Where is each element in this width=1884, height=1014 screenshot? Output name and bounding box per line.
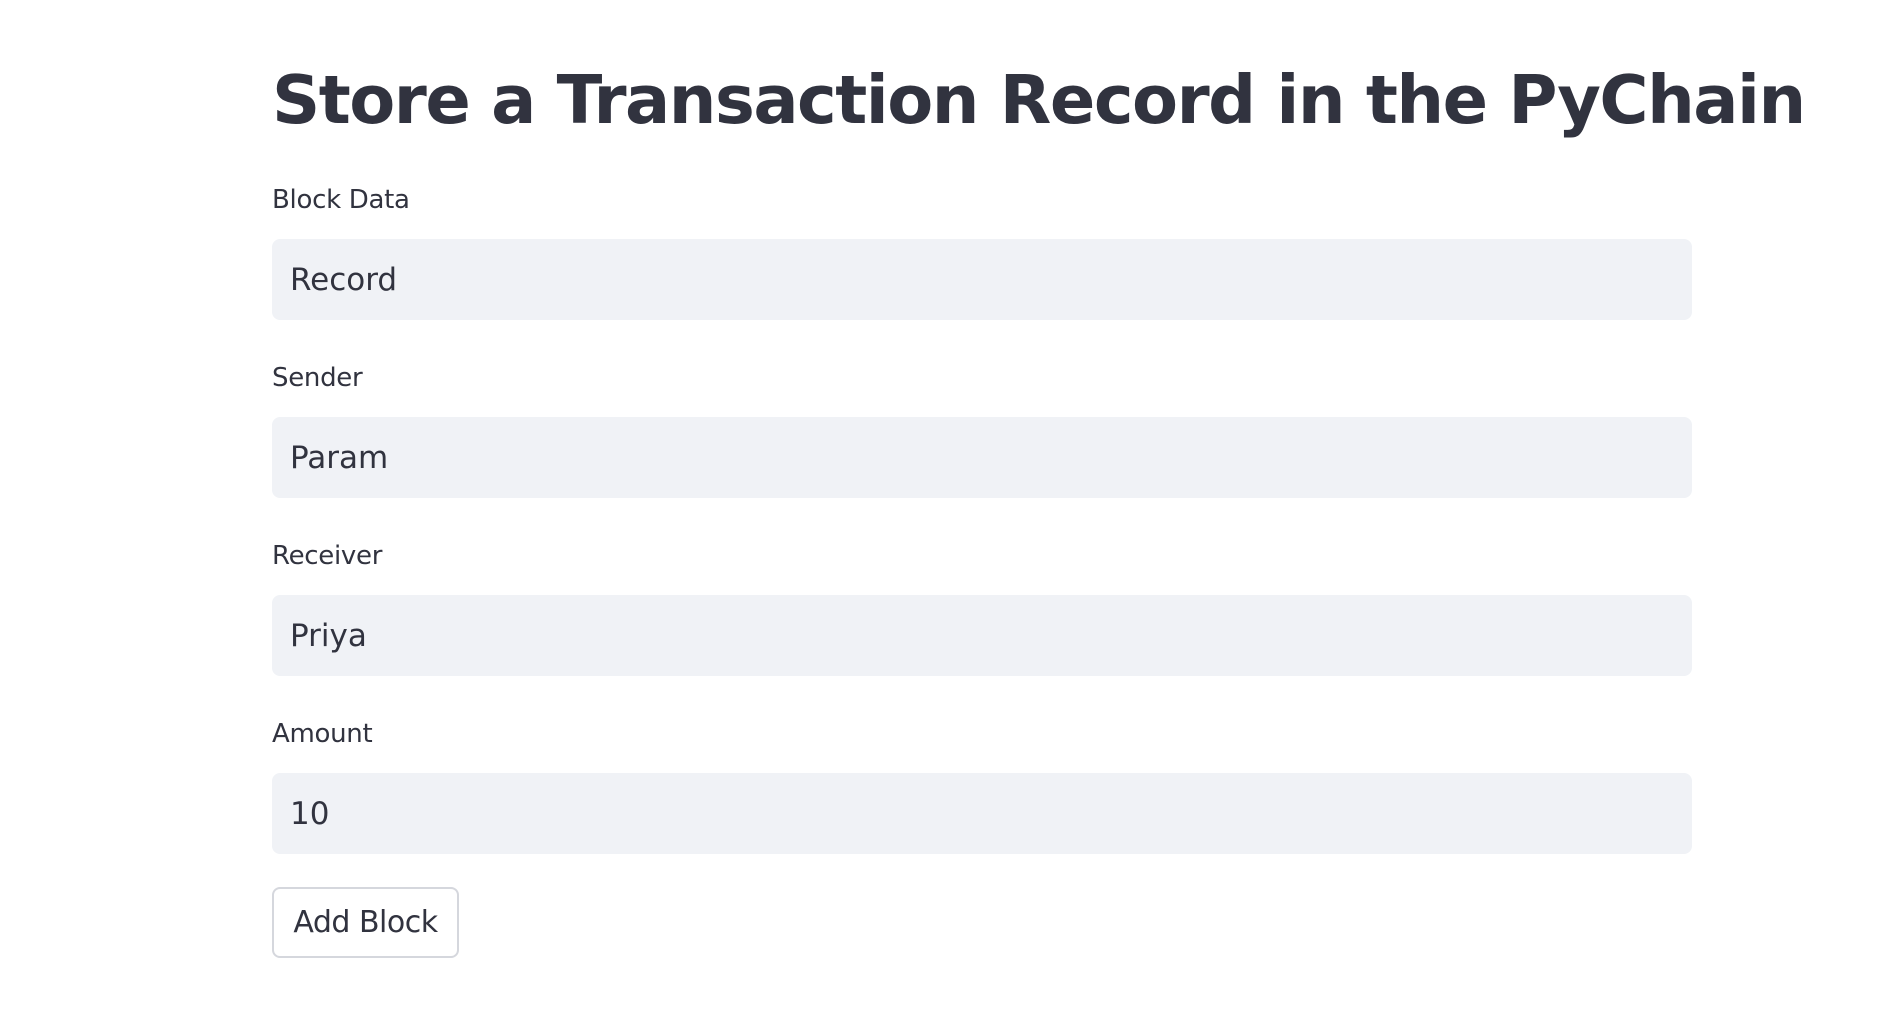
- amount-label: Amount: [272, 719, 373, 749]
- add-block-button[interactable]: Add Block: [272, 887, 459, 958]
- sender-field: Sender: [272, 361, 1692, 498]
- receiver-field: Receiver: [272, 539, 1692, 676]
- amount-field: Amount: [272, 717, 1692, 854]
- receiver-input[interactable]: [272, 595, 1692, 676]
- amount-input[interactable]: [272, 773, 1692, 854]
- sender-label: Sender: [272, 363, 363, 393]
- receiver-label: Receiver: [272, 541, 383, 571]
- receiver-input-box[interactable]: [272, 595, 1692, 676]
- block-data-label: Block Data: [272, 185, 410, 215]
- block-data-input-box[interactable]: [272, 239, 1692, 320]
- amount-input-box[interactable]: [272, 773, 1692, 854]
- sender-input[interactable]: [272, 417, 1692, 498]
- block-data-field: Block Data: [272, 183, 1692, 320]
- sender-input-box[interactable]: [272, 417, 1692, 498]
- block-data-input[interactable]: [272, 239, 1692, 320]
- page-title: Store a Transaction Record in the PyChai…: [272, 61, 1806, 139]
